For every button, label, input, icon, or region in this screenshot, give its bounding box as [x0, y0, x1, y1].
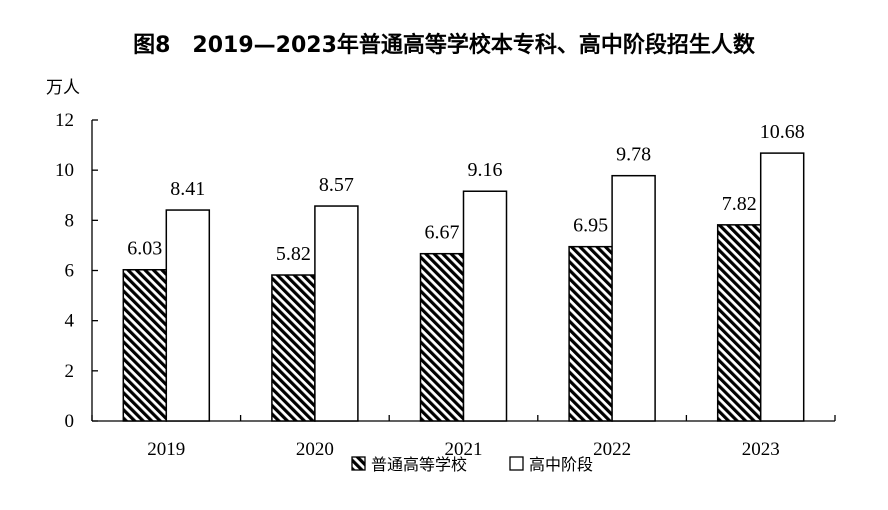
bar-high-school [314, 205, 359, 422]
y-tick-label: 6 [65, 261, 75, 282]
data-label: 8.57 [319, 174, 354, 196]
data-label: 5.82 [276, 243, 311, 265]
data-label: 7.82 [722, 193, 757, 215]
bar-higher-education [568, 245, 613, 422]
x-tick-label: 2021 [445, 439, 483, 460]
legend-label: 普通高等学校 [371, 455, 467, 474]
data-label: 9.78 [616, 144, 651, 166]
y-tick-label: 2 [65, 361, 75, 382]
data-label: 6.67 [425, 222, 460, 244]
bar-high-school [165, 209, 211, 422]
x-tick-label: 2023 [742, 439, 780, 460]
y-axis-unit-label: 万人 [46, 78, 80, 98]
bars: 6.03 8.41 5.82 8.57 6.67 9.16 6.95 9.78 7.82 10.6… [122, 121, 805, 422]
bar-higher-education [419, 252, 465, 422]
data-label: 6.03 [127, 238, 162, 260]
bar-higher-education [271, 274, 316, 422]
bar-high-school [759, 152, 805, 422]
legend-label: 高中阶段 [529, 455, 593, 474]
data-label: 6.95 [573, 215, 608, 237]
legend: 普通高等学校 高中阶段 [351, 455, 593, 474]
y-tick-label: 0 [65, 411, 75, 432]
bar-high-school [611, 174, 656, 422]
y-tick-label: 8 [65, 210, 75, 231]
axes: 0 2 4 6 8 10 12 2019 2020 2021 2022 2023 [55, 110, 836, 460]
y-tick-label: 10 [55, 160, 74, 181]
bar-higher-education [122, 268, 168, 422]
data-label: 8.41 [170, 178, 205, 200]
data-label: 10.68 [760, 121, 805, 143]
x-tick-label: 2022 [593, 439, 631, 460]
x-tick-label: 2019 [147, 439, 185, 460]
chart-title: 图8 2019—2023年普通高等学校本专科、高中阶段招生人数 [133, 32, 756, 58]
legend-swatch-high-school [509, 456, 524, 471]
bar-higher-education [716, 224, 762, 422]
x-tick-label: 2020 [296, 439, 334, 460]
y-tick-label: 12 [55, 110, 74, 131]
data-label: 9.16 [468, 159, 503, 181]
y-tick-label: 4 [65, 311, 75, 332]
bar-high-school [462, 190, 508, 422]
legend-swatch-higher-education [351, 456, 366, 471]
